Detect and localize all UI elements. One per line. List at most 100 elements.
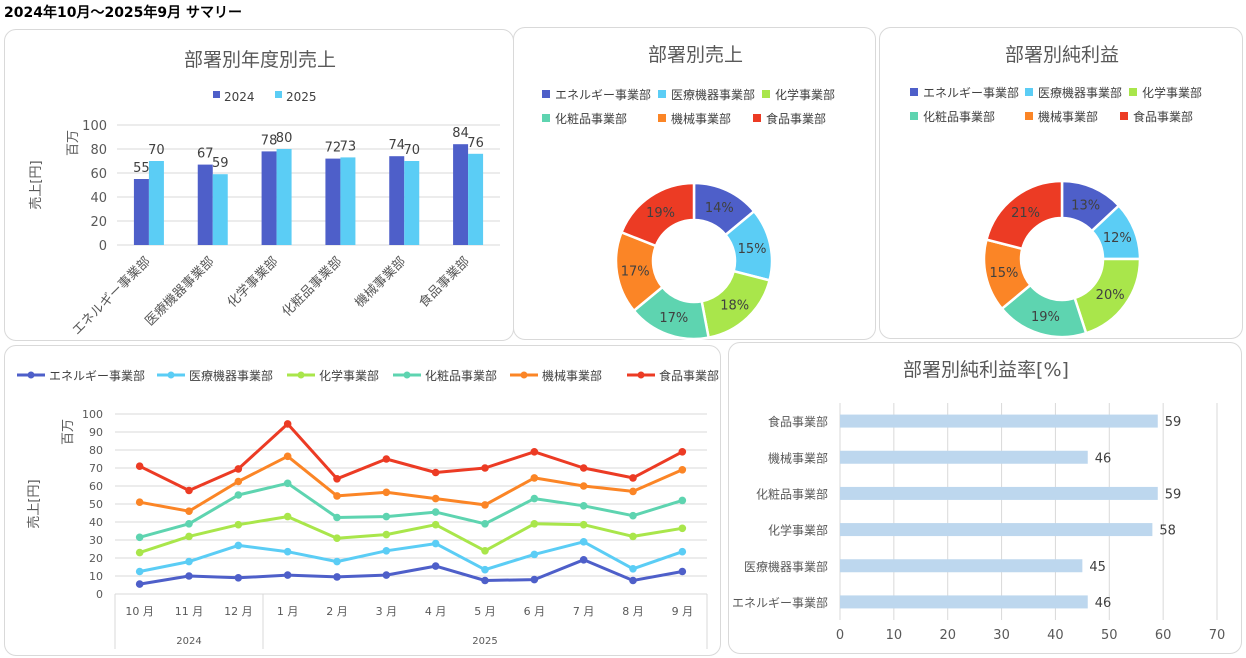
slice-label: 13%	[1071, 198, 1100, 213]
data-point	[382, 512, 391, 521]
bar-5	[840, 595, 1088, 609]
x-tick-label: 食品事業部	[416, 254, 473, 311]
y-axis-title: 売上[円]	[26, 479, 42, 528]
data-point	[530, 575, 539, 584]
x-tick-label: 10	[886, 628, 903, 643]
data-point	[678, 567, 687, 576]
bar-2024-4	[389, 156, 405, 245]
x-tick-label: 6 月	[524, 605, 546, 618]
data-label: 46	[1095, 451, 1112, 466]
y-tick-label: 食品事業部	[768, 414, 828, 429]
data-point	[283, 512, 292, 521]
legend-label-5: 食品事業部	[766, 111, 826, 126]
legend-swatch-0	[910, 88, 918, 96]
y-tick-label: 40	[90, 191, 107, 206]
data-point	[283, 547, 292, 556]
data-label: 74	[388, 138, 405, 153]
data-point	[579, 556, 588, 564]
legend-marker-1	[167, 371, 175, 379]
x-tick-label: 70	[1209, 628, 1226, 643]
data-point	[629, 576, 637, 585]
x-tick-label: 50	[1101, 628, 1118, 643]
data-point	[234, 520, 243, 529]
annual-sales-bar-panel[interactable]: 部署別年度別売上 2024 2025 0 20 40 60 80 100 百万 売上[円] 55 70 エ…	[4, 29, 514, 341]
data-point	[185, 520, 193, 528]
data-point	[530, 448, 539, 456]
data-point	[678, 547, 687, 556]
data-point	[234, 491, 243, 499]
slice-label: 17%	[621, 264, 650, 279]
data-point	[678, 448, 687, 456]
data-point	[382, 455, 391, 463]
x-tick-label: 20	[939, 628, 956, 643]
legend-swatch-1	[658, 90, 666, 98]
data-label: 67	[197, 147, 214, 162]
data-label: 46	[1095, 596, 1112, 611]
data-point	[185, 486, 193, 495]
slice-label: 18%	[720, 298, 749, 313]
data-point	[629, 487, 637, 496]
legend-marker-4	[520, 371, 528, 379]
data-point	[579, 502, 588, 510]
data-point	[629, 532, 637, 541]
y-tick-label: 医療機器事業部	[744, 559, 828, 574]
legend-swatch-4	[658, 114, 666, 122]
x-tick-label: 8 月	[622, 605, 644, 618]
slice-label: 15%	[738, 242, 767, 257]
profit-rate-bar-panel[interactable]: 部署別純利益率[%] 0 10 20 30 40 50 60 70 食品事業部 59 機械事業部 46 化…	[728, 342, 1242, 654]
x-tick-label: 60	[1155, 628, 1172, 643]
monthly-sales-line-panel[interactable]: エネルギー事業部 医療機器事業部 化学事業部 化粧品事業部 機械事業部 食品事業部 0 10 2…	[4, 345, 721, 656]
x-tick-label: 7 月	[573, 605, 595, 618]
data-label: 78	[261, 133, 278, 148]
legend-marker-3	[403, 371, 411, 379]
legend-label-4: 機械事業部	[542, 368, 602, 383]
data-point	[481, 576, 489, 585]
data-label: 80	[276, 131, 293, 146]
data-point	[530, 494, 539, 503]
data-point	[431, 539, 440, 548]
bar-2025-5	[468, 153, 484, 245]
data-point	[481, 520, 489, 528]
data-point	[382, 488, 391, 497]
legend-label-2: 化学事業部	[775, 87, 835, 102]
legend-label-3: 化粧品事業部	[425, 368, 497, 383]
y-tick-label: 70	[89, 462, 103, 475]
y-tick-label: 機械事業部	[768, 450, 828, 465]
data-point	[431, 494, 440, 503]
legend-label-0: エネルギー事業部	[923, 85, 1019, 100]
bar-2	[840, 486, 1158, 500]
legend-label-1: 医療機器事業部	[671, 87, 755, 102]
x-tick-label: 9 月	[672, 605, 694, 618]
data-label: 58	[1159, 524, 1176, 539]
data-point	[629, 565, 637, 573]
slice-5	[984, 179, 1064, 251]
data-point	[431, 468, 440, 477]
slice-label: 14%	[705, 201, 734, 216]
legend-marker-5	[637, 371, 645, 379]
data-point	[135, 548, 144, 557]
sales-donut-panel[interactable]: 部署別売上 エネルギー事業部 医療機器事業部 化学事業部 化粧品事業部 機械事業部 食品事業…	[513, 27, 876, 341]
y-tick-label: 90	[89, 426, 103, 439]
bar-2024-2	[261, 151, 277, 245]
bar-2025-4	[404, 161, 420, 245]
bar-2025-1	[212, 174, 228, 245]
x-tick-label: 5 月	[474, 605, 496, 618]
year-group-label: 2024	[176, 636, 201, 647]
legend-swatch-2024	[213, 91, 220, 98]
x-tick-label: 機械事業部	[352, 254, 409, 311]
bar-0	[840, 414, 1158, 428]
y-unit-label: 百万	[61, 419, 76, 445]
slice-label: 20%	[1096, 288, 1125, 303]
y-tick-label: 100	[82, 119, 107, 134]
legend-label-2025: 2025	[286, 90, 317, 104]
profit-donut-panel[interactable]: 部署別純利益 エネルギー事業部 医療機器事業部 化学事業部 化粧品事業部 機械事業部 食品事…	[879, 27, 1243, 339]
data-point	[185, 532, 193, 541]
data-point	[283, 571, 292, 579]
legend-label-2024: 2024	[224, 90, 255, 104]
data-point	[234, 541, 243, 550]
bar-1	[840, 450, 1088, 464]
legend-swatch-5	[753, 114, 761, 122]
y-tick-label: 20	[89, 552, 103, 565]
y-tick-label: 30	[89, 534, 103, 547]
legend-label-0: エネルギー事業部	[555, 87, 651, 102]
